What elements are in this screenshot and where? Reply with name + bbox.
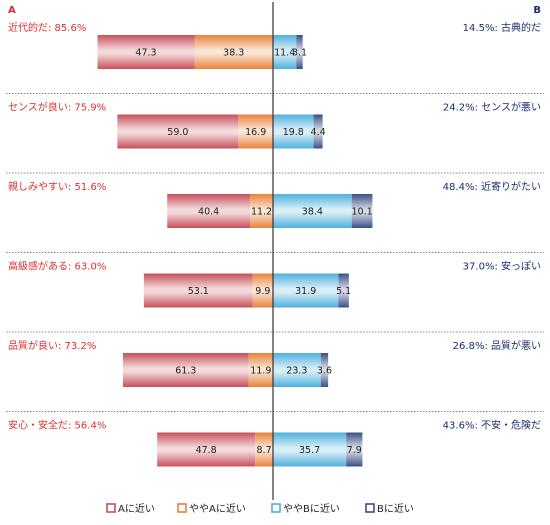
bar-row: センスが良い: 75.9% 24.2%: センスが悪い 59.0 16.9 19.8 4.… xyxy=(6,101,544,174)
data-label: 53.1 xyxy=(188,286,209,297)
data-label: 47.3 xyxy=(135,48,156,59)
data-label: 38.3 xyxy=(223,48,244,59)
bar-row: 近代的だ: 85.6% 14.5%: 古典的だ 47.3 38.3 11.43.1 xyxy=(6,21,544,94)
bar-row: 安心・安全だ: 56.4% 43.6%: 不安・危険だ 47.8 8.7 35.7 7.9 xyxy=(8,419,541,467)
row-left-label: 品質が良い: 73.2% xyxy=(8,339,96,352)
legend-label: Bに近い xyxy=(377,502,414,515)
data-label: 35.7 xyxy=(299,445,320,456)
legend-item: ややBに近い xyxy=(271,502,340,515)
bar-segment xyxy=(273,194,352,228)
data-label: 10.1 xyxy=(351,207,372,218)
data-label: 19.8 xyxy=(283,127,304,138)
data-label: 3.1 xyxy=(292,48,307,59)
legend-label: Aに近い xyxy=(118,502,155,515)
row-right-label: 14.5%: 古典的だ xyxy=(463,21,541,34)
bar-row: 親しみやすい: 51.6% 48.4%: 近寄りがたい 40.4 11.2 38.4 10… xyxy=(6,180,544,253)
bar-row: 品質が良い: 73.2% 26.8%: 品質が悪い 61.3 11.9 23.3 3.6 xyxy=(6,339,544,412)
legend-item: Bに近い xyxy=(365,502,414,515)
bar-segment xyxy=(273,273,339,308)
row-right-label: 37.0%: 安っぽい xyxy=(463,260,541,273)
bar-segment xyxy=(338,273,349,308)
data-label: 31.9 xyxy=(295,286,316,297)
bar-segment xyxy=(194,35,273,69)
bar-segment xyxy=(273,35,297,69)
bar-segment xyxy=(167,194,251,228)
legend-item: ややAに近い xyxy=(177,502,246,515)
bar-segment xyxy=(248,353,273,387)
bar-segment xyxy=(252,273,273,308)
bar-segment xyxy=(157,432,256,467)
bar-segment xyxy=(346,432,363,467)
data-label: 23.3 xyxy=(286,366,307,377)
bar-segment xyxy=(143,273,253,308)
bar-segment xyxy=(117,114,239,149)
row-right-label: 26.8%: 品質が悪い xyxy=(453,339,541,352)
data-label: 3.6 xyxy=(317,366,332,377)
bar-segment xyxy=(313,114,323,149)
bar-row: 高級感がある: 63.0% 37.0%: 安っぽい 53.1 9.9 31.9 5.1 xyxy=(6,260,544,333)
header-right-label: B xyxy=(533,5,541,16)
data-label: 61.3 xyxy=(175,366,196,377)
data-label: 8.7 xyxy=(257,445,272,456)
data-label: 11.9 xyxy=(250,366,271,377)
data-label: 16.9 xyxy=(245,127,266,138)
data-label: 11.4 xyxy=(274,48,295,59)
row-left-label: 親しみやすい: 51.6% xyxy=(8,180,106,193)
legend-swatch xyxy=(106,503,116,513)
data-label: 38.4 xyxy=(302,207,323,218)
legend-swatch xyxy=(271,503,281,513)
data-label: 11.2 xyxy=(251,207,272,218)
legend: Aに近い ややAに近い ややBに近い Bに近い xyxy=(106,502,414,515)
bar-segment xyxy=(255,432,273,467)
bar-segment xyxy=(351,194,373,228)
row-left-label: 高級感がある: 63.0% xyxy=(8,260,106,273)
data-label: 47.8 xyxy=(196,445,217,456)
rows-layer: 近代的だ: 85.6% 14.5%: 古典的だ 47.3 38.3 11.43.1 センス… xyxy=(6,21,544,467)
data-label: 4.4 xyxy=(311,127,326,138)
row-right-label: 48.4%: 近寄りがたい xyxy=(443,180,541,193)
row-left-label: センスが良い: 75.9% xyxy=(8,101,106,114)
bar-segment xyxy=(250,194,273,228)
bar-segment xyxy=(320,353,329,387)
data-label: 7.9 xyxy=(347,445,362,456)
row-left-label: 近代的だ: 85.6% xyxy=(8,21,86,34)
bar-segment xyxy=(273,353,321,387)
header-left-label: A xyxy=(8,5,16,16)
legend-swatch xyxy=(177,503,187,513)
data-label: 9.9 xyxy=(255,286,270,297)
bar-segment xyxy=(296,35,303,69)
row-right-label: 24.2%: センスが悪い xyxy=(443,101,541,114)
legend-swatch xyxy=(365,503,375,513)
bar-segment xyxy=(273,432,347,467)
legend-label: ややAに近い xyxy=(189,502,246,515)
bar-segment xyxy=(97,35,195,69)
row-right-label: 43.6%: 不安・危険だ xyxy=(443,419,541,432)
data-label: 5.1 xyxy=(336,286,351,297)
bar-segment xyxy=(122,353,249,387)
data-label: 59.0 xyxy=(167,127,188,138)
legend-item: Aに近い xyxy=(106,502,155,515)
legend-label: ややBに近い xyxy=(283,502,340,515)
data-label: 40.4 xyxy=(198,207,219,218)
bar-segment xyxy=(238,114,273,149)
row-left-label: 安心・安全だ: 56.4% xyxy=(8,419,106,432)
bar-segment xyxy=(273,114,314,149)
